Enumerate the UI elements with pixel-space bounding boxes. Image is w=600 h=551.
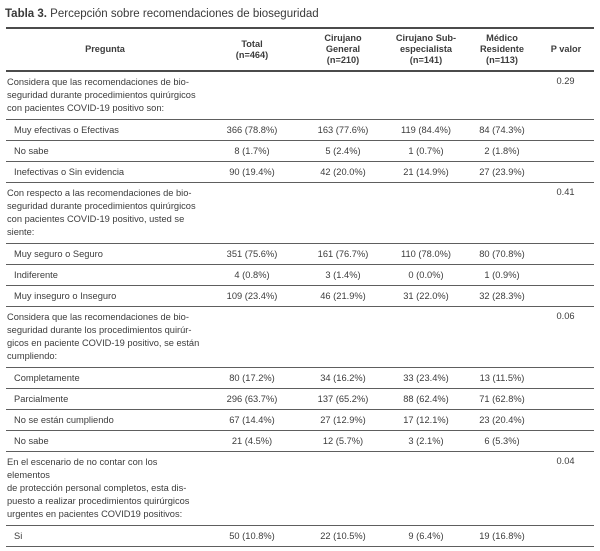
cell-cirujano-general: 27 (12.9%) <box>300 409 386 431</box>
table-row: Inefectivas o Sin evidencia 90 (19.4%) 4… <box>6 161 594 183</box>
answer-label: Completamente <box>6 367 204 389</box>
answer-label: No se están cumpliendo <box>6 409 204 431</box>
cell-total: 50 (10.8%) <box>204 525 300 547</box>
cell-total: 21 (4.5%) <box>204 430 300 452</box>
table-header: Pregunta Total (n=464) Cirujano General … <box>6 28 594 72</box>
answer-label: Muy seguro o Seguro <box>6 243 204 265</box>
cell-cirujano-general: 46 (21.9%) <box>300 285 386 307</box>
cell-medico-residente: 84 (74.3%) <box>466 119 538 141</box>
cell-cirujano-subespecialista: 33 (23.4%) <box>386 367 466 389</box>
cell-cirujano-general: 5 (2.4%) <box>300 140 386 162</box>
answer-label: Parcialmente <box>6 388 204 410</box>
cell-cirujano-subespecialista: 0 (0.0%) <box>386 264 466 286</box>
cell-medico-residente: 2 (1.8%) <box>466 140 538 162</box>
cell-cirujano-general: 163 (77.6%) <box>300 119 386 141</box>
table-row: Indiferente 4 (0.8%) 3 (1.4%) 0 (0.0%) 1… <box>6 264 594 286</box>
column-header-p-valor: P valor <box>538 28 594 72</box>
table-row: No sabe 8 (1.7%) 5 (2.4%) 1 (0.7%) 2 (1.… <box>6 140 594 162</box>
p-value: 0.41 <box>538 182 594 244</box>
cell-cirujano-general: 156 (74.6%) <box>300 546 386 551</box>
question-text: Considera que las recomendaciones de bio… <box>6 71 204 120</box>
answer-label: Muy efectivas o Efectivas <box>6 119 204 141</box>
p-value: 0.04 <box>538 451 594 526</box>
header-row: Pregunta Total (n=464) Cirujano General … <box>6 28 594 72</box>
cell-total: 67 (14.4%) <box>204 409 300 431</box>
table-row: Muy seguro o Seguro 351 (75.6%) 161 (76.… <box>6 243 594 265</box>
p-value: 0.29 <box>538 71 594 120</box>
cell-cirujano-subespecialista: 110 (78.0%) <box>386 243 466 265</box>
column-header-cirujano-subespecialista: Cirujano Sub- especialista (n=141) <box>386 28 466 72</box>
cell-cirujano-general: 3 (1.4%) <box>300 264 386 286</box>
cell-total: 8 (1.7%) <box>204 140 300 162</box>
answer-label: No sabe <box>6 430 204 452</box>
cell-cirujano-general: 161 (76.7%) <box>300 243 386 265</box>
cell-cirujano-general: 42 (20.0%) <box>300 161 386 183</box>
answer-label: No <box>6 546 204 551</box>
table-row: No se están cumpliendo 67 (14.4%) 27 (12… <box>6 409 594 431</box>
question-text: Con respecto a las recomendaciones de bi… <box>6 182 204 244</box>
cell-cirujano-subespecialista: 31 (22.0%) <box>386 285 466 307</box>
question-row: Considera que las recomendaciones de bio… <box>6 71 594 120</box>
cell-total: 80 (17.2%) <box>204 367 300 389</box>
cell-medico-residente: 23 (20.4%) <box>466 409 538 431</box>
cell-cirujano-general: 12 (5.7%) <box>300 430 386 452</box>
cell-cirujano-subespecialista: 119 (84.4%) <box>386 119 466 141</box>
cell-cirujano-general: 34 (16.2%) <box>300 367 386 389</box>
column-header-cirujano-general: Cirujano General (n=210) <box>300 28 386 72</box>
cell-cirujano-subespecialista: 3 (2.1%) <box>386 430 466 452</box>
table-row: No 356 (76.9%) 156 (74.6%) 115 (81.6%) 8… <box>6 546 594 551</box>
column-header-medico-residente: Médico Residente (n=113) <box>466 28 538 72</box>
cell-total: 351 (75.6%) <box>204 243 300 265</box>
table-row: No sabe 21 (4.5%) 12 (5.7%) 3 (2.1%) 6 (… <box>6 430 594 452</box>
cell-cirujano-general: 22 (10.5%) <box>300 525 386 547</box>
cell-cirujano-general: 137 (65.2%) <box>300 388 386 410</box>
cell-medico-residente: 6 (5.3%) <box>466 430 538 452</box>
table-caption-text: Percepción sobre recomendaciones de bios… <box>50 8 319 20</box>
cell-cirujano-subespecialista: 115 (81.6%) <box>386 546 466 551</box>
cell-total: 356 (76.9%) <box>204 546 300 551</box>
cell-medico-residente: 1 (0.9%) <box>466 264 538 286</box>
answer-label: Indiferente <box>6 264 204 286</box>
cell-total: 90 (19.4%) <box>204 161 300 183</box>
question-row: Con respecto a las recomendaciones de bi… <box>6 182 594 244</box>
cell-cirujano-subespecialista: 9 (6.4%) <box>386 525 466 547</box>
cell-total: 109 (23.4%) <box>204 285 300 307</box>
cell-medico-residente: 27 (23.9%) <box>466 161 538 183</box>
question-row: En el escenario de no contar con los ele… <box>6 451 594 526</box>
table-caption: Tabla 3. Percepción sobre recomendacione… <box>0 0 600 27</box>
perception-table: Pregunta Total (n=464) Cirujano General … <box>6 27 594 551</box>
cell-cirujano-subespecialista: 21 (14.9%) <box>386 161 466 183</box>
cell-medico-residente: 19 (16.8%) <box>466 525 538 547</box>
answer-label: Si <box>6 525 204 547</box>
answer-label: No sabe <box>6 140 204 162</box>
cell-cirujano-subespecialista: 1 (0.7%) <box>386 140 466 162</box>
table-row: Muy inseguro o Inseguro 109 (23.4%) 46 (… <box>6 285 594 307</box>
cell-medico-residente: 85 (75.2%) <box>466 546 538 551</box>
p-value: 0.06 <box>538 306 594 368</box>
question-text: Considera que las recomendaciones de bio… <box>6 306 204 368</box>
table-row: Si 50 (10.8%) 22 (10.5%) 9 (6.4%) 19 (16… <box>6 525 594 547</box>
table-row: Completamente 80 (17.2%) 34 (16.2%) 33 (… <box>6 367 594 389</box>
cell-medico-residente: 32 (28.3%) <box>466 285 538 307</box>
table-row: Parcialmente 296 (63.7%) 137 (65.2%) 88 … <box>6 388 594 410</box>
cell-total: 296 (63.7%) <box>204 388 300 410</box>
cell-medico-residente: 13 (11.5%) <box>466 367 538 389</box>
table-caption-label: Tabla 3. <box>5 8 47 20</box>
column-header-pregunta: Pregunta <box>6 28 204 72</box>
cell-cirujano-subespecialista: 88 (62.4%) <box>386 388 466 410</box>
answer-label: Inefectivas o Sin evidencia <box>6 161 204 183</box>
cell-total: 366 (78.8%) <box>204 119 300 141</box>
cell-medico-residente: 71 (62.8%) <box>466 388 538 410</box>
question-text: En el escenario de no contar con los ele… <box>6 451 204 526</box>
question-row: Considera que las recomendaciones de bio… <box>6 306 594 368</box>
cell-cirujano-subespecialista: 17 (12.1%) <box>386 409 466 431</box>
answer-label: Muy inseguro o Inseguro <box>6 285 204 307</box>
cell-total: 4 (0.8%) <box>204 264 300 286</box>
column-header-total: Total (n=464) <box>204 28 300 72</box>
table-row: Muy efectivas o Efectivas 366 (78.8%) 16… <box>6 119 594 141</box>
cell-medico-residente: 80 (70.8%) <box>466 243 538 265</box>
